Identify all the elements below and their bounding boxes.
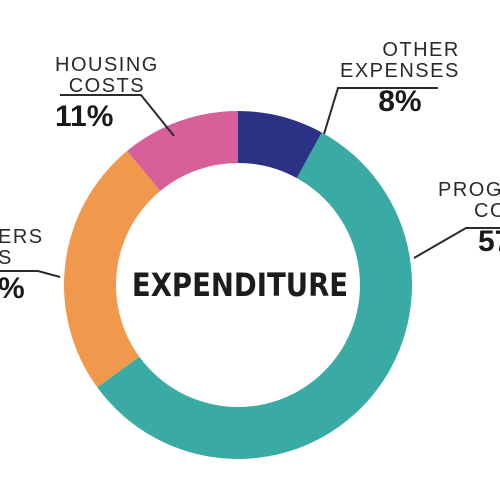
leader-housing-costs [60,94,175,137]
slice-housing-costs [127,111,238,191]
slice-partial-left [64,150,161,388]
label-partial-left-line2: S [0,247,13,269]
label-other-expenses-line2: EXPENSES [340,60,460,82]
label-housing-costs-line1: HOUSING [55,54,159,76]
label-other-expenses-value: 8% [378,85,422,118]
label-housing-costs: HOUSING COSTS 11% [55,55,159,133]
label-program-costs: PROG CO 57 [438,180,500,258]
label-housing-costs-value: 11% [55,100,114,133]
leader-other-expenses [323,87,438,135]
label-partial-left-value: % [0,272,25,305]
label-other-expenses: OTHER EXPENSES 8% [340,40,460,118]
label-partial-left: ERS S % [0,227,44,305]
label-program-costs-value: 57 [478,225,500,258]
slice-other-expenses [238,111,322,179]
label-program-costs-line1: PROG [438,179,500,201]
slice-program-costs [97,132,412,459]
label-housing-costs-line2: COSTS [68,75,146,97]
label-other-expenses-line1: OTHER [382,39,460,61]
label-program-costs-line2: CO [474,200,500,222]
leader-program-costs [413,227,500,259]
label-partial-left-line1: ERS [0,226,44,248]
chart-title: EXPENDITURE [131,266,349,304]
leader-partial-left [0,270,61,278]
